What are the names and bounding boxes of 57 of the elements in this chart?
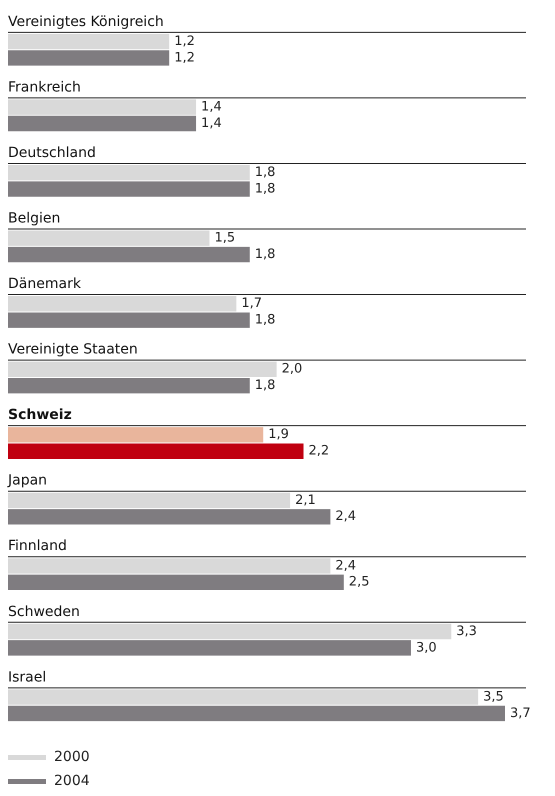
y-tick-label: Frankreich xyxy=(8,79,81,96)
bar xyxy=(8,181,250,197)
data-label: 1,2 xyxy=(174,50,195,66)
data-label: 1,4 xyxy=(201,100,222,114)
bar xyxy=(8,492,290,508)
data-label: 1,7 xyxy=(241,296,262,312)
bar xyxy=(8,558,330,574)
y-tick-label: Israel xyxy=(8,669,46,686)
bar xyxy=(8,378,250,394)
bar xyxy=(8,706,505,722)
bar xyxy=(8,574,344,590)
data-label: 2,0 xyxy=(282,362,302,377)
data-label: 3,5 xyxy=(483,689,504,704)
y-tick-label: Vereinigtes Königreich xyxy=(8,14,164,30)
bar xyxy=(8,312,250,328)
y-tick-label: Schweden xyxy=(8,604,80,620)
data-label: 1,8 xyxy=(254,165,276,180)
bar xyxy=(8,444,304,459)
bar xyxy=(8,99,196,115)
data-label: 1,2 xyxy=(174,34,195,49)
y-tick-label: Vereinigte Staaten xyxy=(8,342,138,358)
bar xyxy=(8,34,170,50)
bar xyxy=(8,509,330,524)
legend-label: 2000 xyxy=(54,749,90,765)
bar xyxy=(8,116,196,132)
data-label: 1,8 xyxy=(254,312,276,328)
data-label: 1,5 xyxy=(214,230,236,246)
bar xyxy=(8,164,250,180)
y-tick-label: Belgien xyxy=(8,210,60,227)
y-tick-label: Finnland xyxy=(8,538,67,554)
data-label: 1,4 xyxy=(201,116,222,131)
bar xyxy=(8,624,452,640)
bar xyxy=(8,246,250,262)
bar xyxy=(8,362,277,378)
bar xyxy=(8,230,210,246)
y-tick-label: Deutschland xyxy=(8,144,96,161)
data-label: 2,4 xyxy=(335,558,356,574)
data-label: 3,7 xyxy=(510,706,531,721)
y-tick-label: Japan xyxy=(7,472,48,489)
data-label: 1,8 xyxy=(254,378,276,394)
y-tick-label: Schweiz xyxy=(8,407,72,424)
data-label: 3,0 xyxy=(416,640,437,656)
data-label: 1,9 xyxy=(268,427,289,442)
bar xyxy=(8,689,478,705)
bar xyxy=(8,640,411,656)
bar xyxy=(8,296,236,312)
y-tick-label: Dänemark xyxy=(8,276,82,292)
data-label: 2,5 xyxy=(348,574,370,590)
data-label: 2,2 xyxy=(308,444,330,459)
legend-label: 2004 xyxy=(54,773,90,789)
data-label: 2,4 xyxy=(335,509,356,524)
bar xyxy=(8,427,264,443)
data-label: 3,3 xyxy=(456,624,477,639)
bar xyxy=(8,50,170,66)
data-label: 2,1 xyxy=(295,492,316,508)
data-label: 1,8 xyxy=(254,246,276,262)
data-label: 1,8 xyxy=(254,181,276,196)
